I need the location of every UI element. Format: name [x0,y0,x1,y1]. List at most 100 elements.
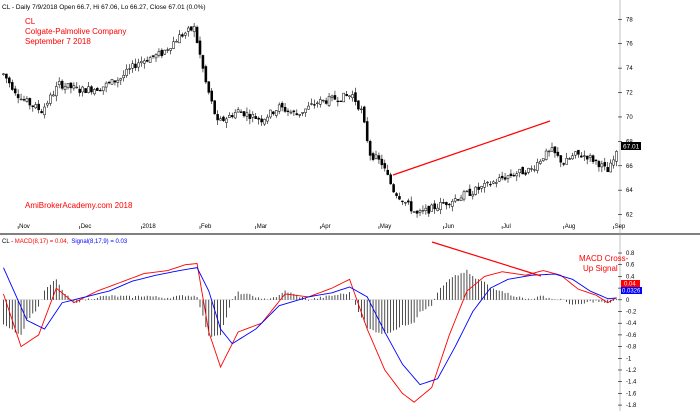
candle-body [280,102,284,108]
candle-body [494,182,498,184]
candle-body [110,79,114,85]
candle-body [409,201,413,212]
candle-body [351,94,354,99]
candle-body [263,118,266,125]
candle-body [588,155,592,158]
candle-body [101,86,105,92]
candle-body [31,105,35,107]
candle-body [421,210,425,212]
candle-body [465,190,469,193]
candle-body [565,157,568,165]
candle-body [612,159,615,166]
candle-body [198,40,202,55]
candle-body [140,61,143,64]
candle-body [544,150,548,160]
candle-body [57,81,61,85]
candle-body [594,159,598,162]
macd-trend-line [431,241,542,277]
price-badge-text: 67.01 [623,144,640,151]
macd-tick-label: -1 [626,356,632,362]
candle-body [433,203,436,210]
candle-body [145,59,149,62]
candle-body [362,106,366,123]
price-tick-label: 64 [626,188,633,194]
candle-body [404,202,407,204]
candle-body [348,95,351,98]
candle-body [365,121,369,142]
candle-body [184,32,187,36]
candle-body [230,115,234,118]
candle-body [87,86,90,93]
candle-body [52,94,55,97]
candle-body [518,168,522,173]
price-tick-label: 74 [626,66,633,72]
candle-body [233,112,237,119]
price-tick-label: 78 [626,17,633,23]
candle-body [330,95,334,98]
candle-body [34,104,38,109]
candle-body [142,60,146,64]
candle-body [260,118,263,123]
candle-body [503,177,507,180]
candle-body [283,107,287,112]
candle-body [533,169,536,171]
candle-body [236,109,240,113]
candle-body [90,86,93,93]
month-label: Nov [19,224,30,230]
candle-body [401,200,404,203]
candle-body [591,155,595,162]
candle-body [131,63,134,69]
candle-body [456,199,460,201]
candle-body [585,155,589,160]
candle-body [406,200,410,203]
date-label: September 7 2018 [25,37,91,46]
candle-body [310,103,313,105]
price-tick-label: 66 [626,164,633,170]
candle-body [615,151,618,162]
candle-body [242,111,246,117]
candle-body [597,161,601,168]
macd-tick-label: -0.2 [626,310,637,316]
candle-body [430,204,434,212]
candle-body [277,104,281,112]
candle-body [354,92,357,102]
candle-body [163,49,167,55]
candle-body [577,149,580,155]
candle-body [345,94,348,96]
candle-body [269,109,272,118]
candle-body [222,116,225,121]
price-tick-label: 72 [626,91,633,97]
candle-body [371,153,375,160]
signal-badge [621,287,642,294]
candle-body [360,108,363,111]
candle-body [530,168,533,170]
candle-body [536,162,539,171]
candle-body [512,174,516,177]
candle-body [216,114,219,121]
candle-body [556,151,560,156]
month-label: May [380,224,391,230]
candle-body [609,162,612,173]
candle-body [295,113,299,116]
candle-body [8,77,11,84]
candle-body [98,89,102,92]
candle-body [189,26,193,31]
macd-tick-label: 0.6 [626,263,635,269]
candle-body [148,57,152,63]
candle-body [210,90,214,102]
month-label: Dec [81,224,92,230]
candle-body [468,188,472,196]
candle-body [96,87,99,91]
candle-body [298,114,302,116]
candle-body [603,162,607,167]
candle-body [201,55,205,69]
candle-body [78,88,82,93]
candle-body [195,26,199,43]
macd-badge [621,280,640,287]
macd-tick-label: 0 [626,298,630,304]
candle-body [424,207,428,211]
month-label: Mar [257,224,267,230]
candle-body [527,168,530,173]
price-tick-label: 70 [626,115,633,121]
